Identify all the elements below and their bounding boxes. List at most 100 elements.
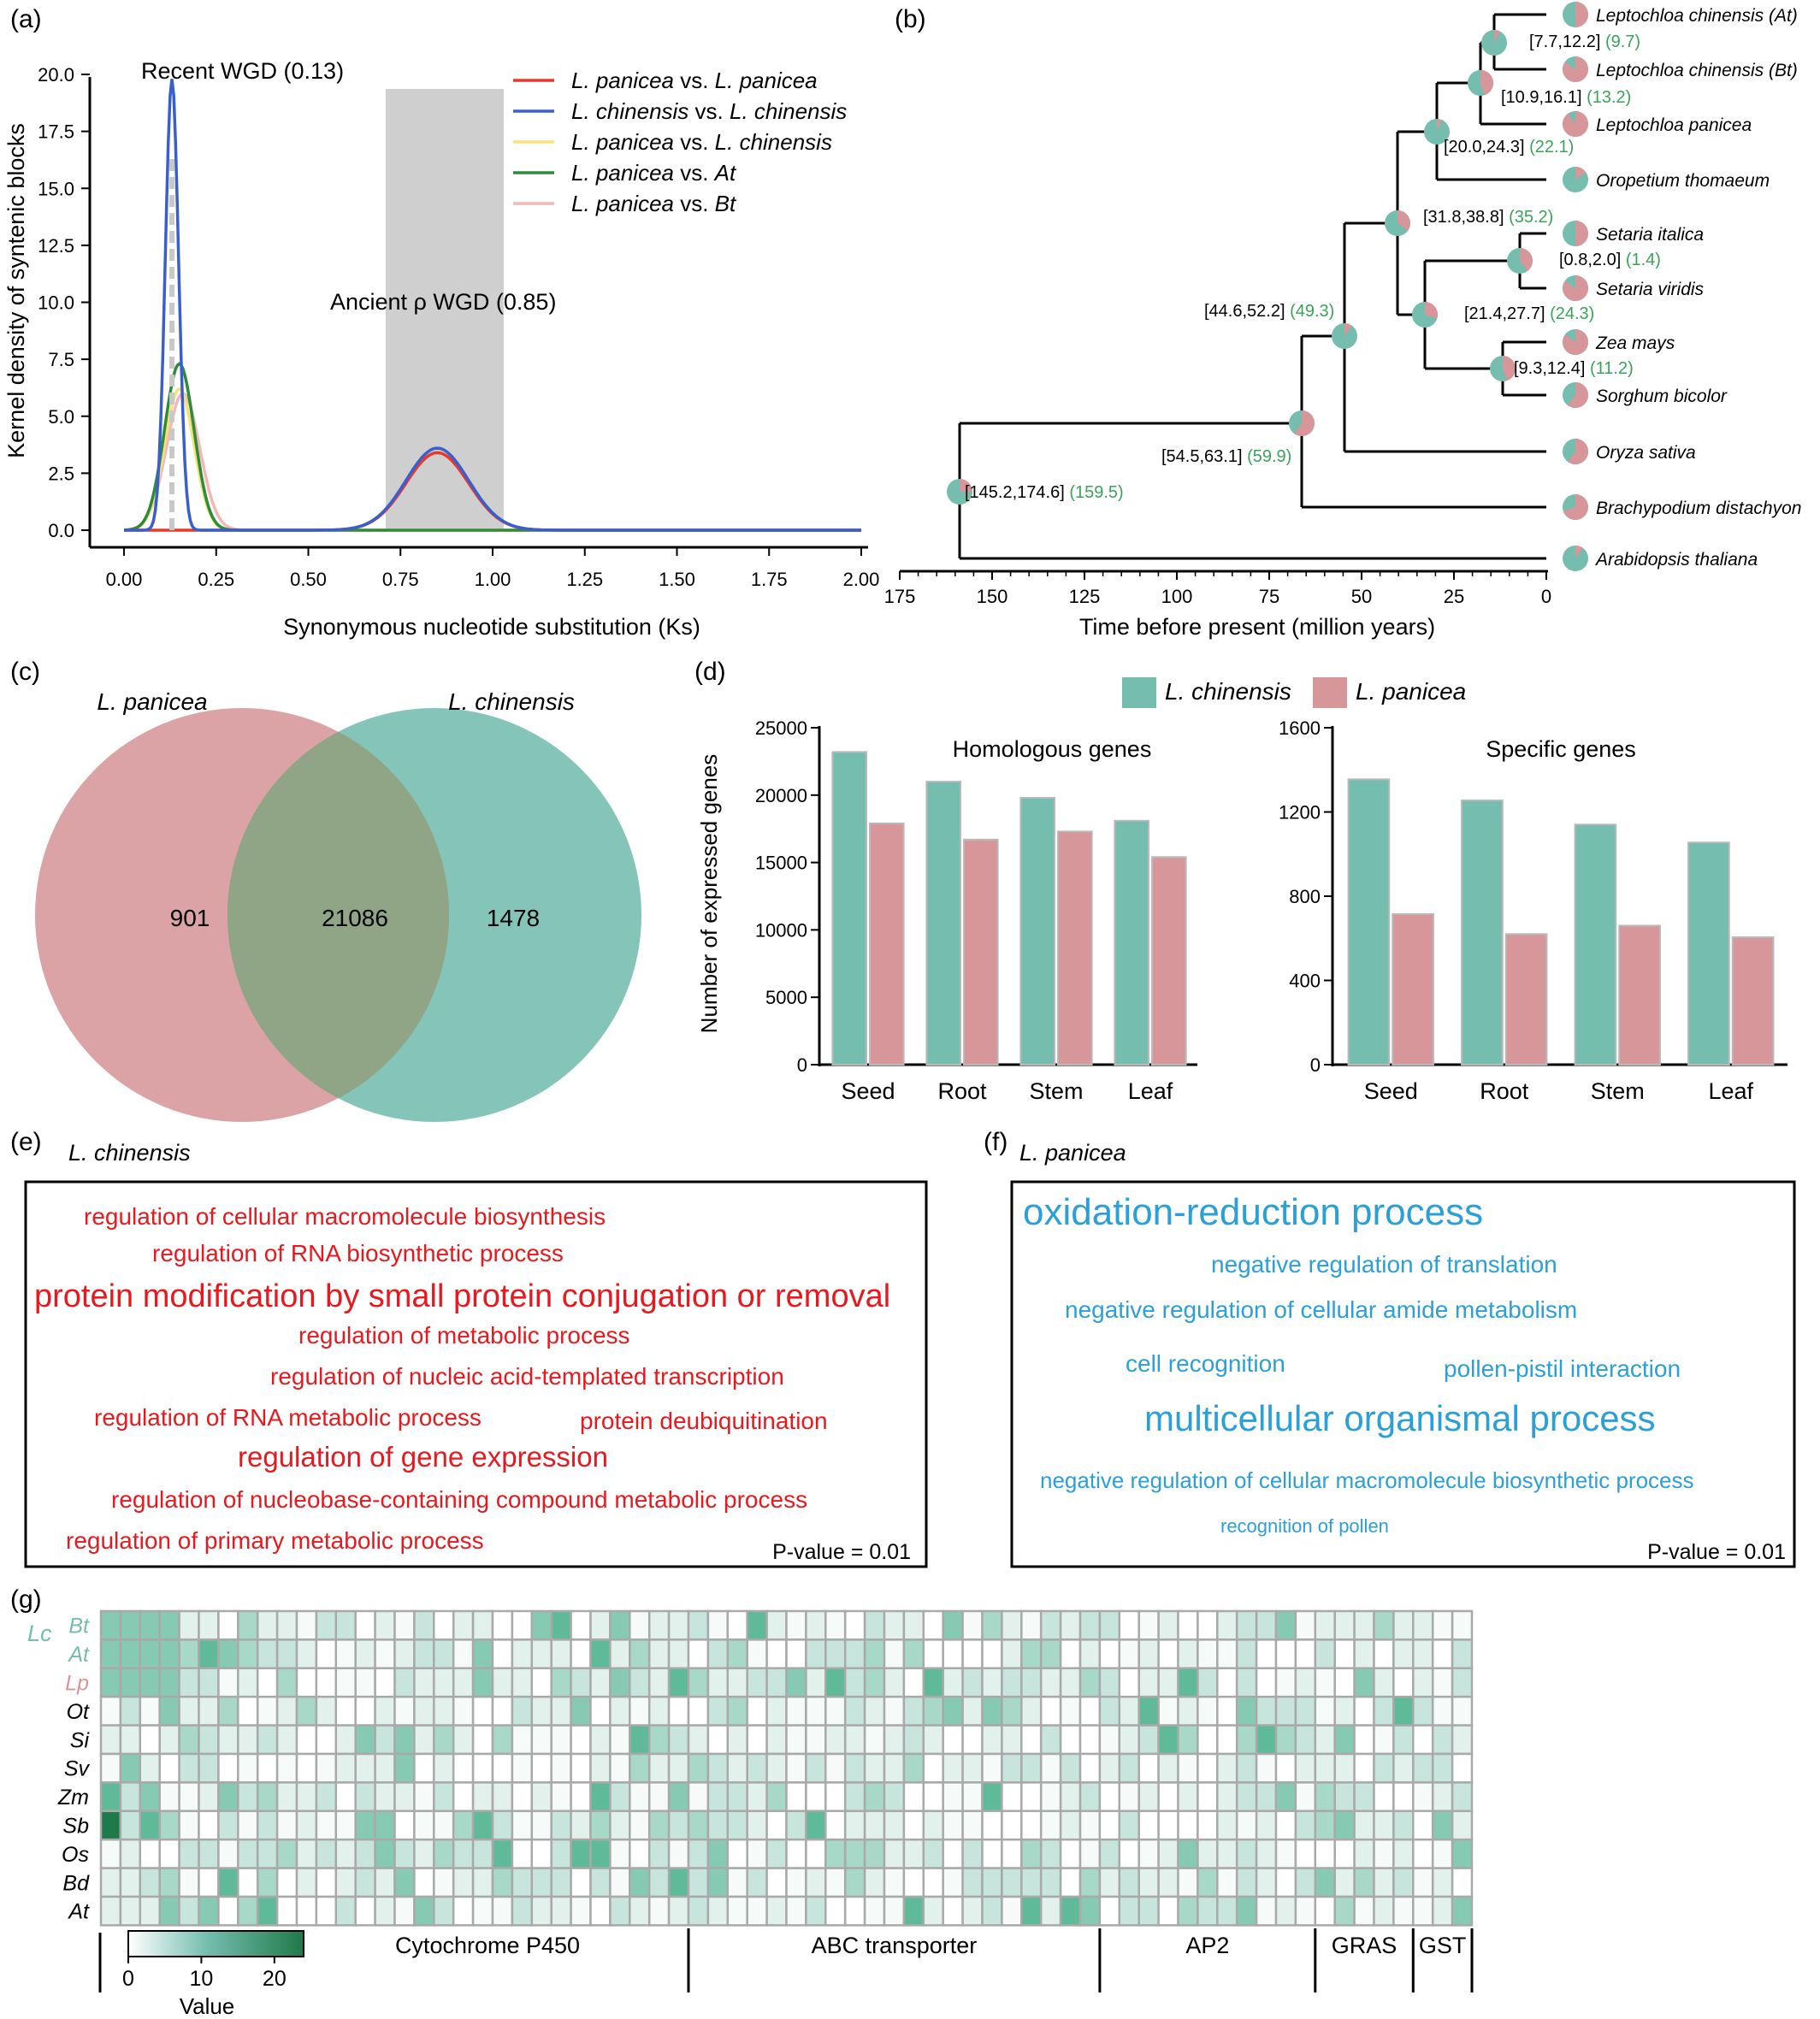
heatmap-cell	[295, 1638, 318, 1670]
heatmap-cell	[1274, 1752, 1297, 1784]
ks-curves	[123, 79, 861, 532]
tree-leaf-label: Brachypodium distachyon	[1596, 499, 1801, 518]
heatmap-cell	[99, 1667, 122, 1698]
heatmap-cell	[354, 1724, 376, 1756]
heatmap-cell	[1353, 1752, 1375, 1784]
heatmap-cell	[922, 1838, 944, 1869]
heatmap-cell	[275, 1609, 298, 1641]
heatmap-cell	[824, 1781, 847, 1813]
heatmap-cell	[843, 1838, 866, 1869]
tree-leaf-label: Oropetium thomaeum	[1596, 171, 1770, 191]
ks-y-tick-label: 7.5	[48, 349, 74, 370]
go-f-term-6: multicellular organismal process	[1144, 1398, 1656, 1438]
heatmap-cell	[452, 1724, 475, 1756]
heatmap-cell	[1235, 1867, 1258, 1898]
heatmap-cell	[1314, 1724, 1336, 1756]
tree-leaf-label: Setaria italica	[1596, 225, 1704, 245]
heatmap-cell	[158, 1867, 180, 1898]
bar-y-tick-label: 20000	[755, 785, 807, 806]
heatmap-cell	[902, 1609, 925, 1641]
heatmap-cell	[589, 1667, 612, 1698]
heatmap-cell	[961, 1752, 984, 1784]
colorbar-label: Value	[180, 1993, 235, 2019]
heatmap-cell	[413, 1752, 435, 1784]
heatmap-cell	[178, 1867, 200, 1898]
heatmap-cell	[824, 1895, 847, 1927]
tree-leaf-pie-slice	[1563, 56, 1589, 82]
heatmap-cell	[1412, 1752, 1434, 1784]
heatmap-cell	[217, 1809, 239, 1841]
heatmap-cell	[1059, 1867, 1082, 1898]
heatmap-cell	[706, 1695, 730, 1727]
heatmap-cell	[805, 1609, 827, 1641]
heatmap-cell	[1255, 1609, 1278, 1641]
family-label: AP2	[1185, 1933, 1229, 1958]
heatmap-cell	[315, 1609, 338, 1641]
heatmap-cell	[629, 1724, 651, 1756]
heatmap-cell	[315, 1838, 338, 1869]
heatmap-cell	[158, 1638, 180, 1670]
heatmap-cell	[1039, 1838, 1062, 1869]
heatmap-cell	[1314, 1781, 1336, 1813]
heatmap-cell	[1294, 1667, 1317, 1698]
heatmap-cell	[961, 1838, 984, 1869]
bar	[925, 781, 962, 1066]
heatmap-cell	[119, 1724, 142, 1756]
heatmap-cell	[902, 1895, 925, 1927]
ks-x-tick-label: 2.00	[843, 569, 880, 590]
heatmap-cell	[550, 1667, 572, 1698]
heatmap-cell	[961, 1724, 984, 1756]
heatmap-cell	[922, 1638, 944, 1670]
heatmap-cell	[726, 1695, 748, 1727]
heatmap-cell	[570, 1752, 592, 1784]
heatmap-cell	[99, 1609, 122, 1641]
heatmap-cell	[785, 1638, 807, 1670]
heatmap-cell	[139, 1809, 161, 1841]
bar-category-label: Root	[1480, 1078, 1529, 1104]
heatmap-cell	[942, 1895, 964, 1927]
heatmap-cell	[1412, 1838, 1434, 1869]
heatmap-cell	[1216, 1667, 1238, 1698]
heatmap-cell	[158, 1809, 180, 1841]
heatmap-cell	[942, 1838, 964, 1869]
bar	[1019, 796, 1056, 1066]
tree-leaf-pie-slice	[1575, 546, 1583, 558]
heatmap-cell	[1451, 1838, 1474, 1869]
heatmap-cell	[922, 1867, 944, 1898]
ks-x-tick-label: 0.00	[106, 569, 143, 590]
ks-y-tick-label: 12.5	[38, 235, 74, 257]
heatmap-cell	[198, 1724, 220, 1756]
heatmap-cell	[550, 1809, 572, 1841]
bar-category-label: Stem	[1591, 1078, 1645, 1104]
heatmap-cell	[256, 1895, 279, 1927]
heatmap-cell	[609, 1867, 631, 1898]
tree-node-age: [20.0,24.3] (22.1)	[1444, 138, 1574, 156]
tree-node-pie-slice	[1520, 248, 1533, 272]
ks-x-tick-label: 1.75	[751, 569, 788, 590]
heatmap-cell	[1078, 1667, 1102, 1698]
heatmap-cell	[511, 1695, 534, 1727]
heatmap-cell	[139, 1695, 161, 1727]
heatmap-cell	[1177, 1895, 1199, 1927]
heatmap-cell	[374, 1781, 396, 1813]
heatmap-cell	[1098, 1809, 1121, 1841]
heatmap-cell	[1157, 1895, 1179, 1927]
heatmap-cell	[237, 1695, 259, 1727]
heatmap-cell	[550, 1609, 572, 1641]
heatmap-cell	[961, 1895, 984, 1927]
heatmap-cell	[1333, 1838, 1356, 1869]
row-group-label-lc: Lc	[27, 1621, 52, 1646]
heatmap-cell	[1157, 1752, 1179, 1784]
heatmap-cell	[158, 1781, 180, 1813]
heatmap-cell	[139, 1752, 161, 1784]
heatmap-cell	[491, 1781, 514, 1813]
family-label: Cytochrome P450	[395, 1933, 580, 1958]
heatmap-cell	[1333, 1781, 1356, 1813]
heatmap-cell	[1431, 1724, 1454, 1756]
heatmap-cell	[237, 1867, 259, 1898]
heatmap-cell	[1098, 1609, 1121, 1641]
heatmap-cell	[334, 1638, 357, 1670]
heatmap-cell	[217, 1638, 239, 1670]
heatmap-cell	[942, 1667, 964, 1698]
heatmap-cell	[726, 1809, 748, 1841]
